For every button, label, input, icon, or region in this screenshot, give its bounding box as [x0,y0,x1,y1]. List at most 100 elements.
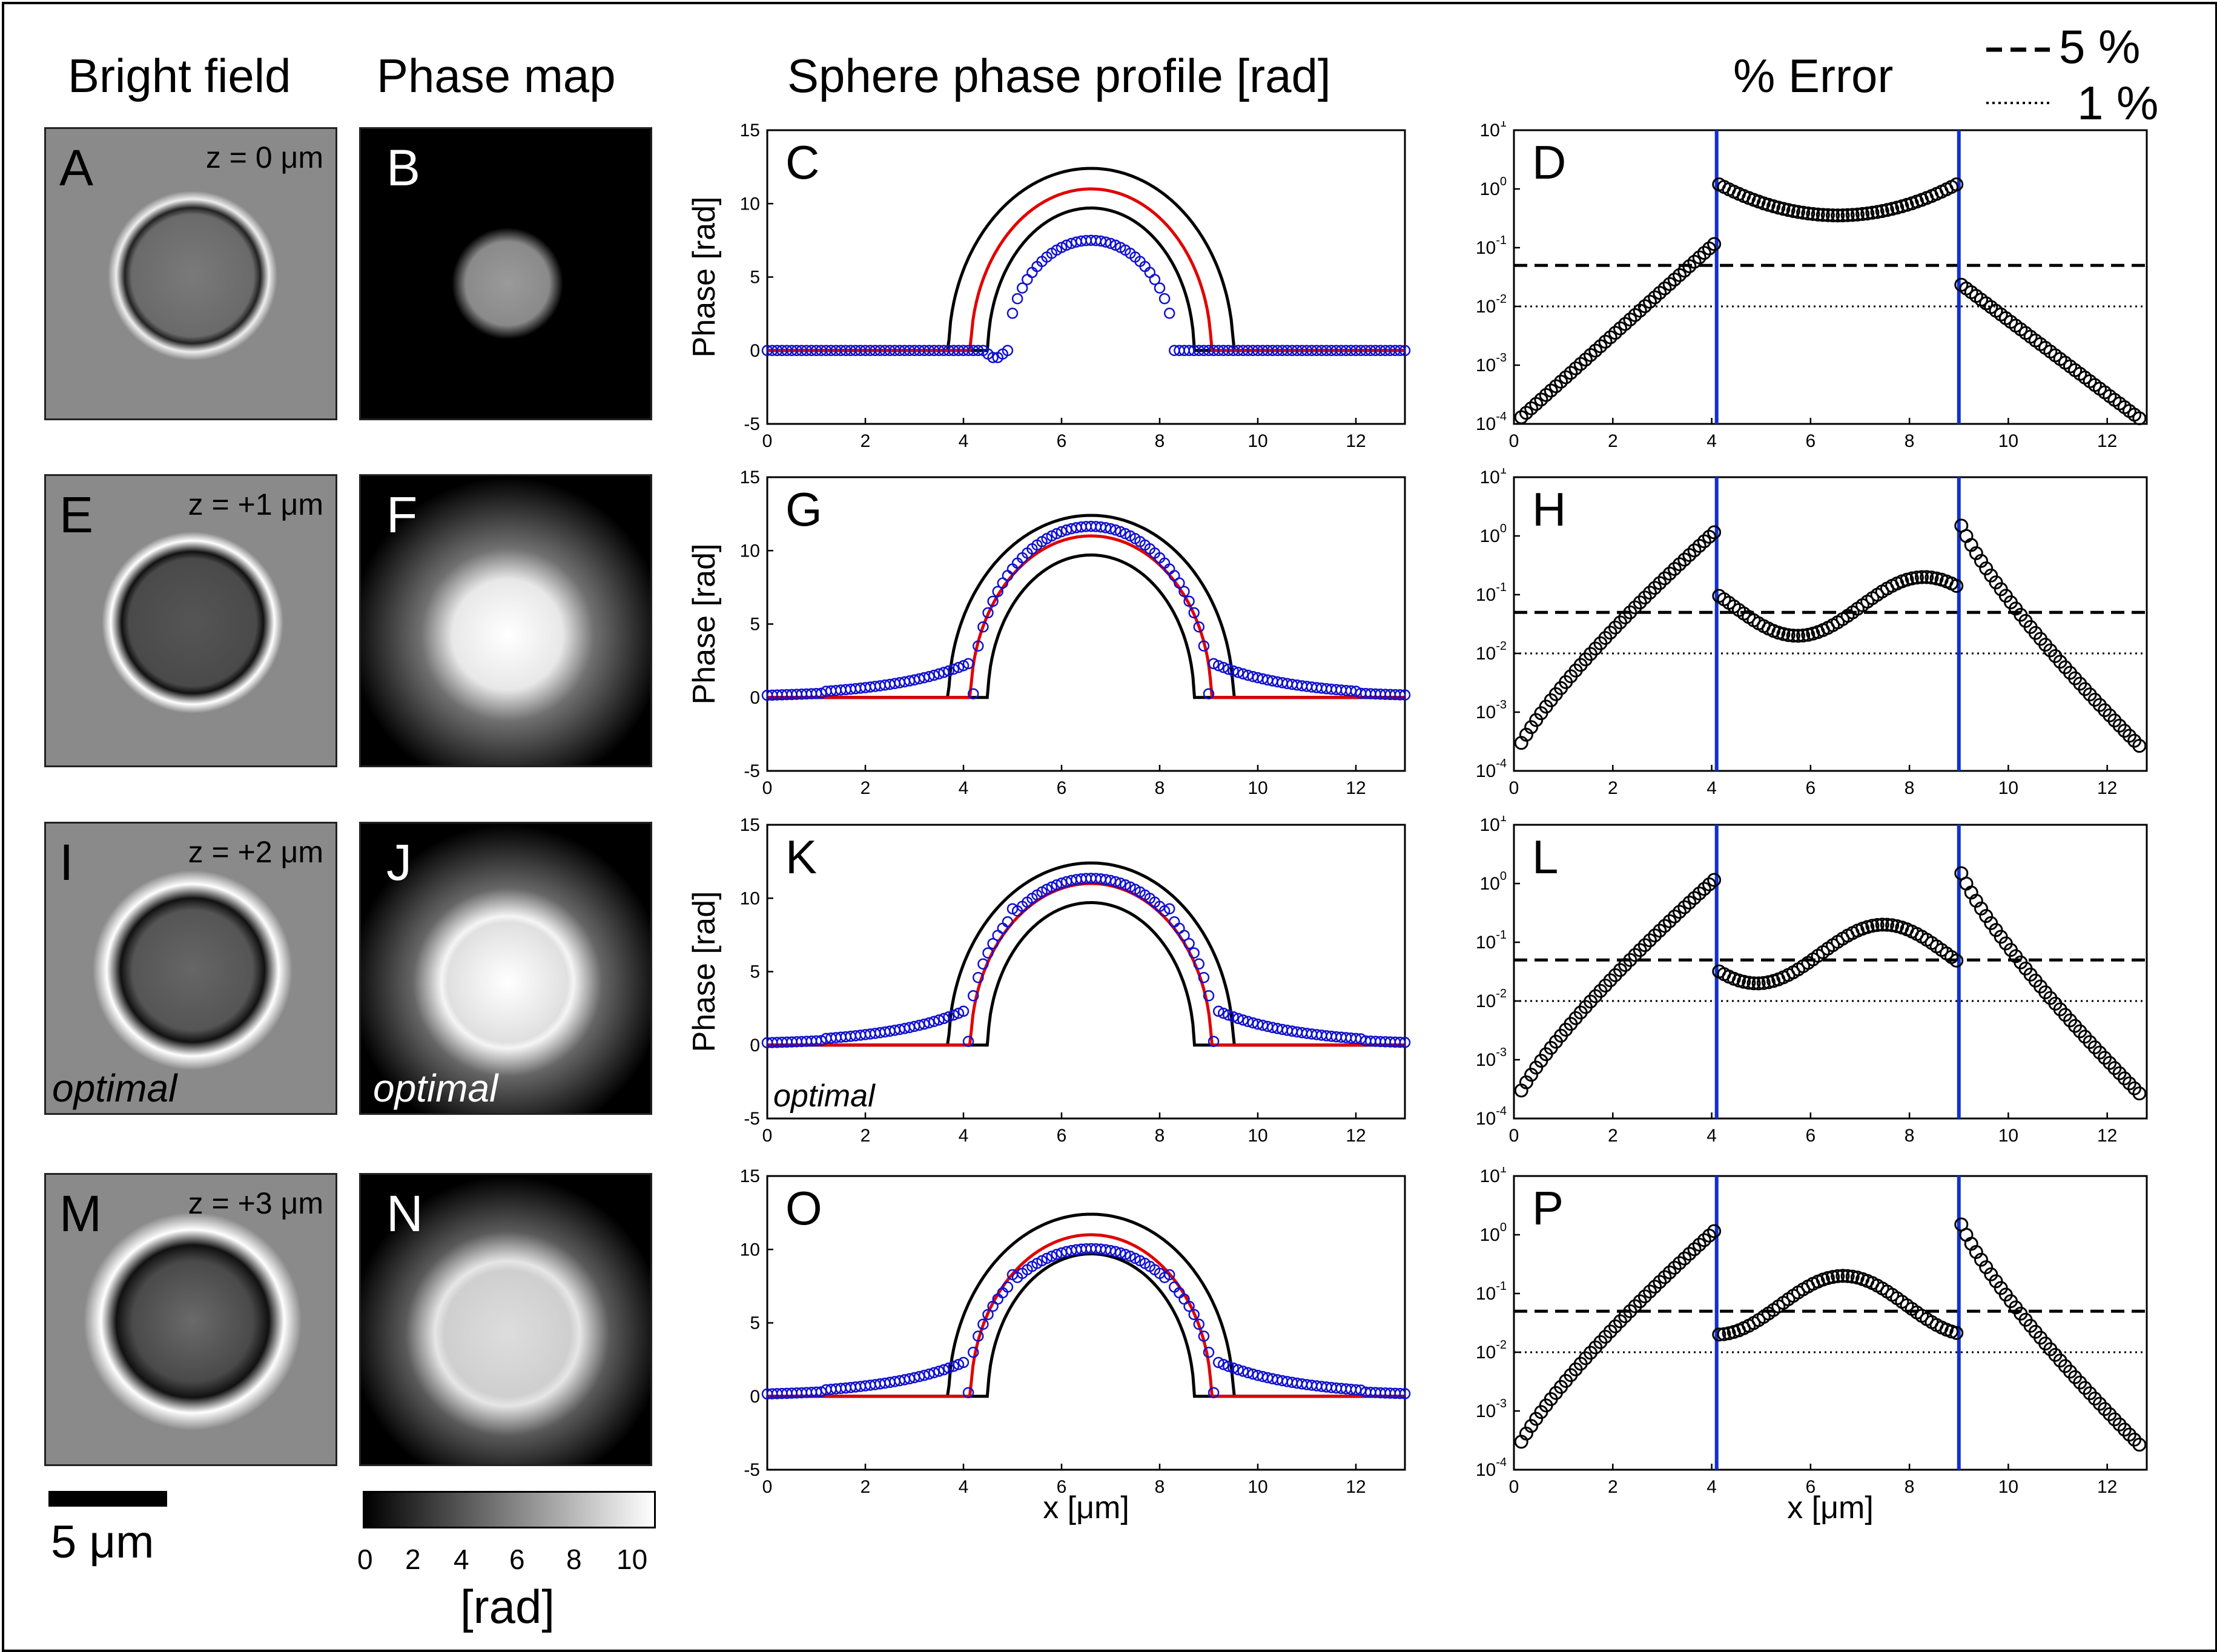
measured-point [943,1011,954,1023]
error-point [1637,938,1652,953]
measured-point [1394,1387,1406,1399]
error-point [1653,576,1667,590]
measured-point [948,1360,960,1372]
x-tick-label: 8 [1905,1477,1915,1497]
y-tick-label: 10-4 [1476,1456,1507,1480]
error-point [1643,586,1657,600]
measured-point [957,1356,970,1369]
x-tick-label: 0 [1509,1126,1519,1146]
y-tick-label: -5 [744,1109,760,1129]
optimal-label: optimal [773,1079,876,1114]
error-point [2127,1432,2142,1447]
error-point [1979,561,1994,576]
measured-point [1198,1330,1210,1342]
y-tick-label: 100 [1480,522,1507,546]
x-tick-label: 2 [861,778,871,798]
error-point [1618,610,1633,624]
error-point [1677,1251,1692,1266]
measured-point [1125,1251,1136,1262]
y-axis-label: Phase [rad] [687,544,722,705]
header-phase-map: Phase map [377,49,616,102]
error-point [1831,1269,1845,1283]
error-point [1628,600,1642,615]
measured-point [1394,689,1406,701]
x-tick-label: 10 [1998,1126,2018,1146]
theory-curve [767,534,1405,699]
panel-letter: F [386,486,418,543]
measured-point [1163,903,1175,914]
measured-point [948,663,960,675]
measured-point [973,971,984,983]
error-point [1667,1261,1682,1275]
y-axis-label: Phase [rad] [687,197,722,358]
measured-point [1002,916,1014,928]
x-tick-label: 8 [1905,431,1915,451]
plot-frame [1513,1175,2148,1471]
x-tick-label: 10 [1247,1477,1267,1497]
error-point [2127,733,2142,748]
error-point [1637,590,1652,605]
x-axis-label: x [μm] [1043,1490,1129,1525]
measured-point [1114,1247,1126,1259]
y-tick-label: 10-3 [1476,351,1507,375]
error-point [1979,1260,1994,1275]
error-point [2122,1076,2136,1091]
measured-point [987,937,999,950]
measured-point [948,1009,960,1021]
optimal-label: optimal [52,1066,177,1110]
error-point [1840,1269,1855,1283]
measured-point [1163,308,1175,319]
error-point [1816,208,1830,222]
x-tick-label: 4 [959,1477,969,1497]
measured-point [1060,239,1072,251]
measured-point [1006,308,1019,319]
measured-point [1174,577,1185,589]
error-point [1925,570,1939,585]
measured-point [992,586,1003,598]
error-point [1835,208,1850,223]
measured-point [1188,947,1200,959]
panel-letter: J [386,834,412,891]
y-tick-label: 0 [750,341,760,361]
measured-point [1193,958,1205,970]
x-tick-label: 10 [1247,431,1267,451]
y-tick-exponent: -3 [1496,1397,1507,1410]
bright-field-image-e: E z = +1 μm [44,474,337,767]
theory-curve [767,1233,1405,1398]
x-tick-label: 12 [1346,1477,1366,1497]
y-tick-label: 101 [1480,1167,1507,1186]
measured-point [1242,1016,1254,1028]
error-point [1801,206,1816,220]
y-tick-label: 10-1 [1476,928,1507,953]
x-tick-label: 12 [2097,1126,2117,1146]
error-point [1791,629,1805,643]
measured-point [1399,345,1411,357]
measured-point [953,1358,965,1370]
measured-point [1002,1281,1014,1293]
y-tick-label: 15 [740,816,760,835]
error-point [1623,605,1637,620]
x-tick-label: 0 [762,431,773,451]
measured-point [1218,1358,1229,1370]
error-point [1637,1289,1652,1304]
phase-map-image-f: F [359,474,652,767]
measured-point [967,688,979,699]
measured-point [1188,1309,1200,1320]
error-point [1717,1327,1731,1341]
legend-label-dashed: 5 % [2059,20,2141,73]
error-point [1623,953,1637,967]
x-tick-label: 2 [861,431,871,451]
measured-point [1109,876,1122,888]
y-tick-exponent: -3 [1496,698,1507,712]
y-tick-label: -5 [744,1460,760,1480]
z-label: z = +1 μm [188,487,323,521]
error-point [1870,918,1885,932]
error-point [1667,910,1682,923]
error-point [1915,570,1929,584]
colorbar-tick-8: 8 [566,1544,582,1575]
x-tick-label: 10 [1998,431,2018,451]
